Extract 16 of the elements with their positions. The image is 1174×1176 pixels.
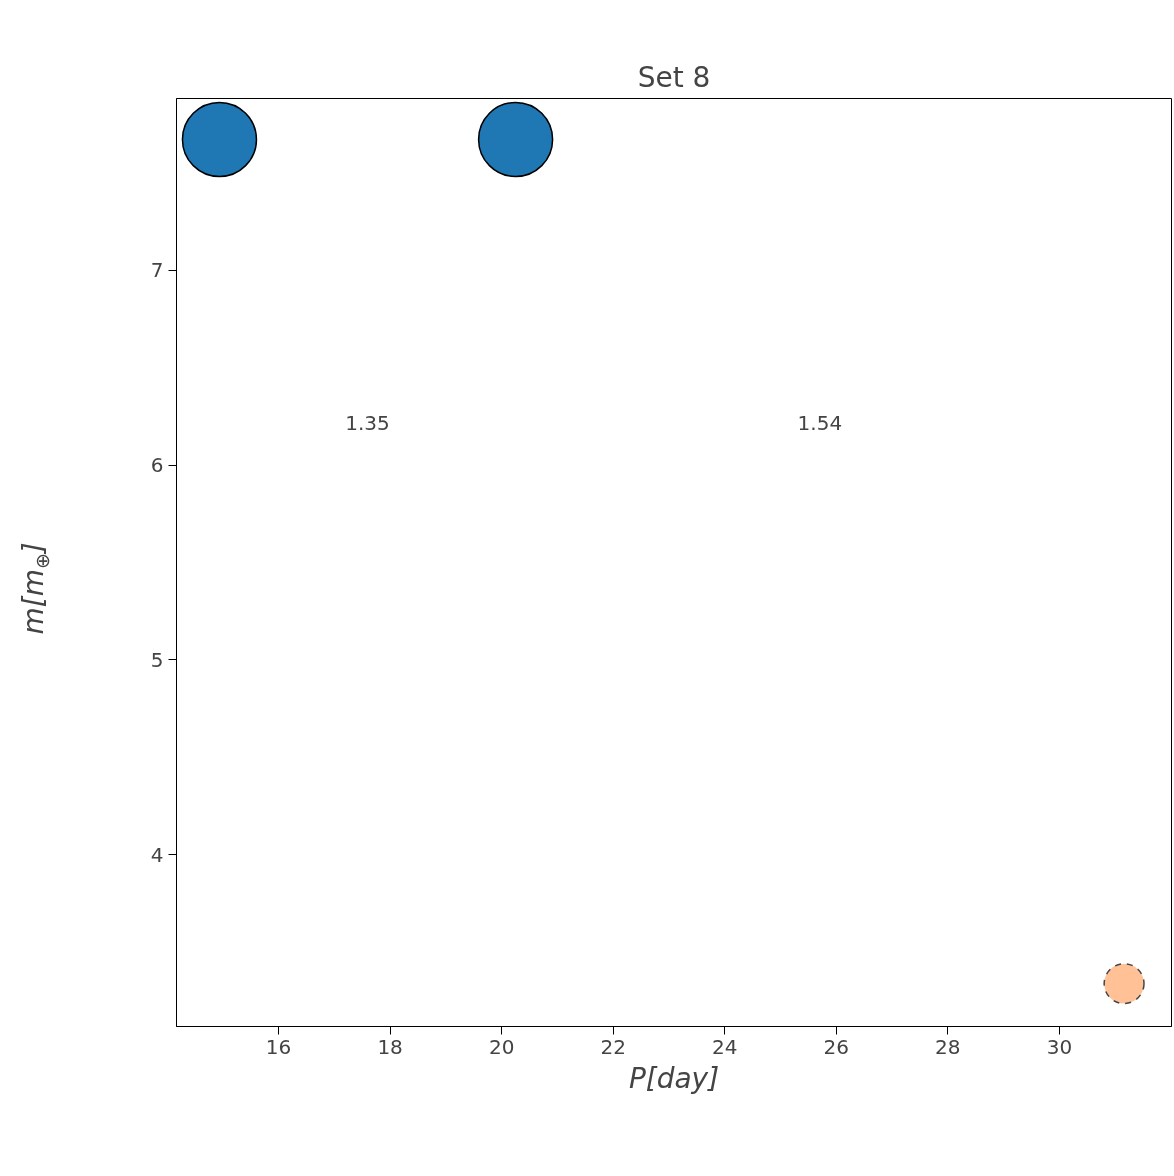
x-tick-label: 24 — [712, 1034, 738, 1059]
x-tick-label: 26 — [823, 1034, 850, 1059]
y-tick-label: 5 — [150, 647, 164, 672]
y-tick-label: 7 — [150, 258, 164, 283]
x-tick-label: 18 — [377, 1034, 403, 1059]
x-tick-label: 22 — [600, 1034, 626, 1059]
y-tick-label: 6 — [150, 453, 164, 478]
x-tick-label: 16 — [265, 1034, 292, 1059]
x-tick-label: 30 — [1046, 1034, 1073, 1059]
x-axis-title: P[day] — [628, 1061, 720, 1095]
chart-title: Set 8 — [637, 60, 711, 94]
annotation: 1.35 — [345, 411, 390, 436]
x-tick-label: 28 — [935, 1034, 961, 1059]
annotation: 1.54 — [797, 411, 843, 436]
x-tick-label: 20 — [488, 1034, 515, 1059]
y-tick-label: 4 — [150, 842, 164, 867]
